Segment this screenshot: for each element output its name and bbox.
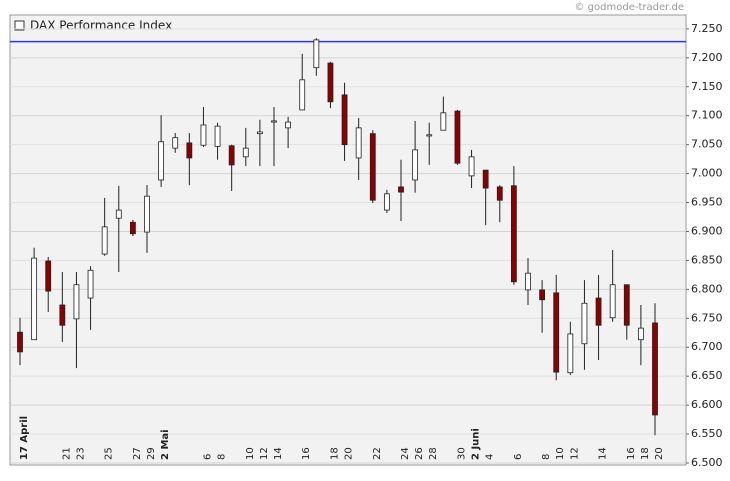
x-tick-label: 22 [372, 447, 383, 460]
candle-body [383, 193, 390, 211]
x-tick-label: 25 [104, 447, 115, 460]
candle-body [539, 289, 546, 301]
x-tick-label: 28 [428, 447, 439, 460]
candle-body [581, 302, 588, 345]
candle-body [426, 134, 433, 137]
y-tick-label: 6.950 [691, 196, 723, 209]
x-tick-label: 26 [414, 447, 425, 460]
candle-body [609, 284, 616, 319]
candle-body [637, 327, 644, 341]
candle-body [271, 120, 277, 123]
x-tick-label: 30 [456, 447, 467, 460]
candle-body [73, 284, 80, 320]
y-tick-label: 6.900 [691, 224, 723, 237]
x-tick-label: 18 [640, 447, 651, 460]
candle-body [454, 110, 461, 164]
candle-body [355, 127, 362, 159]
candle-body [172, 137, 179, 149]
candle-body [496, 186, 503, 201]
candle-body [144, 195, 150, 233]
y-tick-label: 7.050 [691, 138, 723, 151]
candle-body [369, 133, 376, 201]
y-tick-label: 7.250 [691, 22, 723, 35]
candle-body [468, 156, 475, 177]
candle-body [285, 121, 292, 129]
candle-body [595, 297, 602, 326]
plot-area [9, 14, 687, 466]
x-tick-label: 17 April [19, 416, 30, 460]
x-tick-label: 8 [541, 454, 552, 460]
candle-body [482, 169, 489, 189]
x-tick-label: 10 [555, 447, 566, 460]
candle-body [553, 292, 560, 373]
x-tick-label: 20 [344, 447, 355, 460]
candle-body [341, 94, 348, 146]
x-tick-label: 27 [132, 447, 143, 460]
candle-body [158, 141, 165, 181]
y-tick-label: 7.000 [691, 167, 723, 180]
y-tick-label: 7.150 [691, 80, 723, 93]
x-tick-label: 16 [301, 447, 312, 460]
x-tick-label: 10 [245, 447, 256, 460]
candle-body [45, 260, 52, 292]
y-tick-label: 6.850 [691, 253, 723, 266]
source: © godmode-trader.de [575, 2, 685, 13]
candle-body [214, 125, 221, 147]
chart-title: DAX Performance Index [30, 19, 172, 33]
candle-body [525, 272, 531, 291]
candle-body [412, 149, 419, 181]
candle-body [510, 185, 517, 283]
y-tick-label: 6.500 [691, 456, 723, 469]
candle-body [623, 284, 630, 326]
candle-body [567, 333, 574, 374]
candle-body [327, 62, 334, 103]
x-tick-label: 21 [61, 447, 72, 460]
y-tick-label: 6.550 [691, 427, 723, 440]
candle-body [115, 209, 122, 219]
x-tick-label: 2 Mai [160, 429, 171, 460]
candle-body [313, 39, 320, 69]
x-tick-label: 2 Juni [471, 428, 482, 460]
candle-body [59, 304, 66, 326]
candle-body [186, 142, 193, 159]
y-tick-label: 6.600 [691, 398, 723, 411]
x-tick-label: 14 [273, 447, 284, 460]
y-tick-label: 6.750 [691, 311, 723, 324]
x-tick-label: 6 [202, 454, 213, 460]
x-tick-label: 12 [259, 447, 270, 460]
legend-box [14, 20, 25, 31]
candle-body [242, 147, 249, 158]
candle-body [200, 124, 207, 146]
x-tick-label: 8 [217, 454, 228, 460]
candle-body [129, 221, 136, 235]
candle-body [440, 112, 447, 131]
y-tick-label: 6.700 [691, 340, 723, 353]
y-tick-label: 6.800 [691, 282, 723, 295]
x-tick-label: 12 [569, 447, 580, 460]
candle-body [299, 79, 306, 111]
candle-body [652, 322, 658, 416]
y-tick-label: 6.650 [691, 369, 723, 382]
candle-body [101, 226, 108, 255]
x-tick-label: 14 [598, 447, 609, 460]
x-tick-label: 6 [513, 454, 524, 460]
y-tick-label: 7.100 [691, 109, 723, 122]
x-tick-label: 16 [626, 447, 637, 460]
candle-body [228, 145, 235, 166]
candle-body [256, 131, 263, 135]
candle-body [87, 269, 94, 299]
x-tick-label: 24 [400, 447, 411, 460]
candle-body [17, 331, 23, 353]
y-tick-label: 7.200 [691, 51, 723, 64]
x-tick-label: 29 [146, 447, 157, 460]
candle-body [398, 186, 404, 193]
x-tick-label: 18 [329, 447, 340, 460]
candle-body [31, 257, 38, 341]
x-tick-label: 20 [654, 447, 665, 460]
x-tick-label: 23 [75, 447, 86, 460]
x-tick-label: 4 [485, 454, 496, 460]
